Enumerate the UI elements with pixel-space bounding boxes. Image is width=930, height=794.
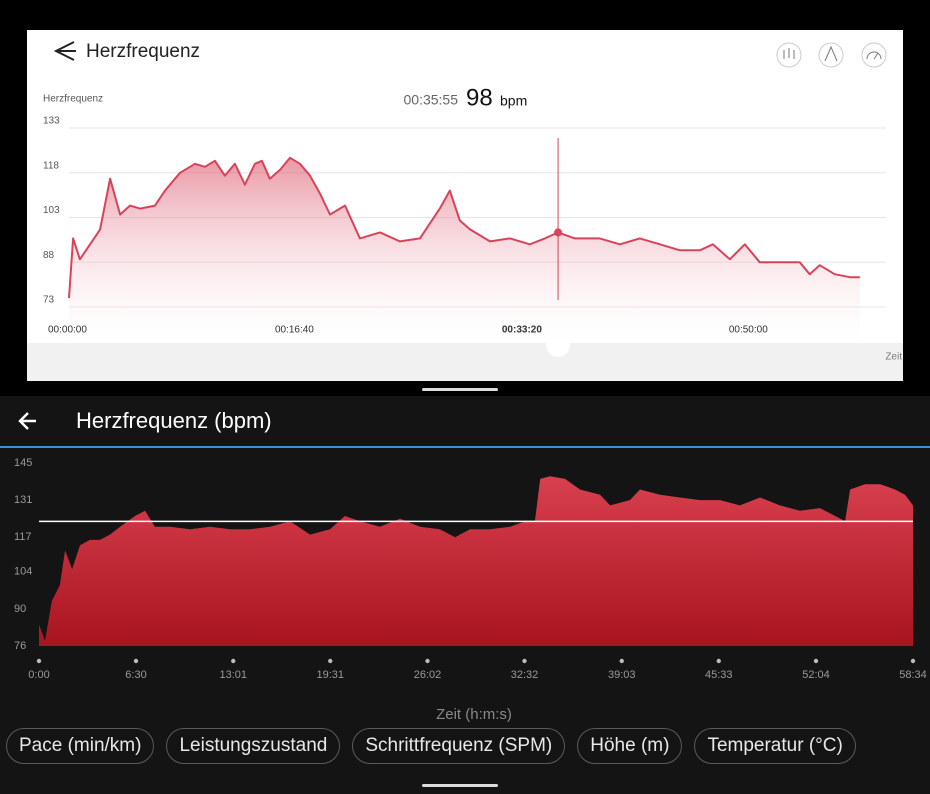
x-tick-dot <box>133 658 139 664</box>
x-tick-dot <box>619 658 624 664</box>
metric-button[interactable]: Höhe (m) <box>577 728 683 764</box>
x-tick-label: 6:30 <box>125 669 146 681</box>
y-tick-label: 73 <box>43 295 55 306</box>
x-axis-label: Zeit (h:m:s) <box>436 706 512 723</box>
back-arrow[interactable] <box>53 41 76 61</box>
readout-value: 98 <box>466 84 493 111</box>
x-tick-label: 19:31 <box>316 669 344 681</box>
bottom-title: Herzfrequenz (bpm) <box>76 408 272 433</box>
slider-track <box>27 343 903 381</box>
x-tick-label: 39:03 <box>608 669 636 681</box>
cursor-point <box>554 228 563 237</box>
x-tick-label: 00:50:00 <box>729 325 768 336</box>
x-tick-dot <box>910 658 916 664</box>
back-arrow[interactable] <box>18 412 36 430</box>
area <box>69 157 860 343</box>
x-tick-label: 00:33:20 <box>502 325 542 336</box>
nav-handle <box>422 784 498 787</box>
y-tick-label: 90 <box>14 603 26 615</box>
line <box>68 156 860 299</box>
icon-button[interactable] <box>818 42 844 68</box>
icon-glyphs <box>783 45 882 62</box>
y-tick-label: 76 <box>14 640 26 652</box>
y-tick-label: 118 <box>43 160 59 171</box>
y-tick-label: 133 <box>43 116 60 127</box>
x-tick-label: 13:01 <box>219 669 247 681</box>
x-tick-label: 00:00:00 <box>48 325 87 336</box>
top-title: Herzfrequenz <box>86 41 200 62</box>
x-tick-dot <box>36 658 42 664</box>
readout-unit: bpm <box>500 93 527 109</box>
x-tick-label: 45:33 <box>705 669 733 681</box>
metric-button[interactable]: Leistungszustand <box>166 728 341 764</box>
x-tick-label: 58:34 <box>899 669 927 681</box>
x-tick-dot <box>425 658 430 664</box>
x-tick-dot <box>716 658 721 664</box>
x-tick-label: 00:16:40 <box>275 325 314 336</box>
y-tick-label: 117 <box>14 531 32 543</box>
x-tick-label: 52:04 <box>802 669 830 681</box>
metric-button[interactable]: Pace (min/km) <box>6 728 155 764</box>
y-tick-label: 145 <box>14 457 32 469</box>
y-tick-label: 104 <box>14 566 32 578</box>
x-tick-dot <box>328 658 333 664</box>
y-tick-label: 131 <box>14 494 32 506</box>
metric-buttons: Pace (min/km) Leistungszustand Schrittfreq… <box>6 728 856 764</box>
nav-handle <box>422 388 498 391</box>
x-tick-dot <box>522 658 527 664</box>
metric-button[interactable]: Temperatur (°C) <box>694 728 856 764</box>
x-tick-dot <box>231 658 236 664</box>
x-tick-label: 0:00 <box>28 669 49 681</box>
area <box>39 476 913 646</box>
header-divider <box>0 446 930 448</box>
x-axis-label: Zeit <box>885 352 902 363</box>
x-tick-label: 32:32 <box>511 669 539 681</box>
x-tick-dot <box>813 658 819 664</box>
metric-button[interactable]: Schrittfrequenz (SPM) <box>352 728 566 764</box>
x-tick-label: 26:02 <box>414 669 442 681</box>
readout-time: 00:35:55 <box>404 92 459 108</box>
y-axis-label: Herzfrequenz <box>43 94 103 105</box>
y-tick-label: 88 <box>43 250 55 261</box>
icon-button[interactable] <box>776 42 802 68</box>
icon-button[interactable] <box>861 42 887 68</box>
y-tick-label: 103 <box>43 205 60 216</box>
